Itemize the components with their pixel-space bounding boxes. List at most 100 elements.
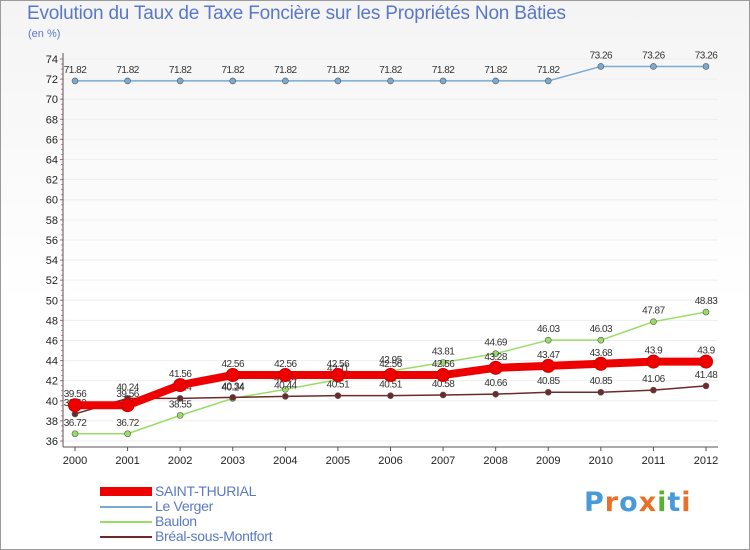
data-label-baulon: 43.81 bbox=[432, 346, 455, 357]
data-point-baulon bbox=[597, 336, 605, 344]
legend-label-baulon: Baulon bbox=[155, 513, 197, 529]
data-label-baulon: 47.87 bbox=[642, 306, 665, 317]
legend-label-breal-sous-montfort: Bréal-sous-Montfort bbox=[155, 528, 273, 544]
legend-label-saint-thurial: SAINT-THURIAL bbox=[155, 483, 257, 499]
series-le-verger: 71.82 71.82 71.82 71.82 71.82 71.82 71.82 71.82… bbox=[64, 50, 719, 85]
logo-letter: r bbox=[604, 487, 620, 518]
legend-swatch-breal-sous-montfort bbox=[100, 536, 152, 538]
data-label-saint-thurial: 39.56 bbox=[116, 389, 139, 400]
y-tick-label: 72 bbox=[46, 74, 58, 86]
legend-label-le-verger: Le Verger bbox=[155, 498, 214, 514]
x-tick-label: 2011 bbox=[642, 455, 666, 467]
data-label-saint-thurial: 43.28 bbox=[484, 352, 507, 363]
data-point-baulon bbox=[176, 412, 184, 419]
y-tick-label: 46 bbox=[46, 335, 58, 347]
data-point-saint-thurial bbox=[173, 378, 188, 393]
logo-letter: o bbox=[619, 487, 639, 518]
line-chart: 36 38 40 42 44 46 48 50 52 54 56 58 60 62 64 66 68 70 72 74… bbox=[46, 50, 719, 467]
x-tick-label: 2012 bbox=[694, 455, 718, 467]
data-point-le-verger bbox=[702, 63, 710, 70]
data-point-baulon bbox=[282, 386, 289, 393]
data-label-breal-sous-montfort: 41.06 bbox=[642, 374, 665, 385]
data-point-le-verger bbox=[229, 77, 237, 85]
data-label-breal-sous-montfort: 40.85 bbox=[590, 376, 613, 387]
data-label-le-verger: 71.82 bbox=[537, 65, 560, 76]
x-tick-label: 2005 bbox=[326, 455, 350, 467]
data-label-saint-thurial: 41.56 bbox=[169, 369, 192, 380]
data-point-le-verger bbox=[439, 77, 447, 85]
data-label-baulon: 46.03 bbox=[590, 324, 613, 335]
data-label-saint-thurial: 43.68 bbox=[590, 348, 613, 359]
data-point-breal-sous-montfort bbox=[597, 388, 605, 396]
data-label-breal-sous-montfort: 40.51 bbox=[379, 380, 402, 391]
data-point-breal-sous-montfort bbox=[492, 390, 499, 398]
y-tick-label: 44 bbox=[46, 356, 58, 368]
data-label-le-verger: 71.82 bbox=[432, 65, 455, 76]
y-tick-label: 50 bbox=[46, 295, 58, 307]
data-point-le-verger bbox=[176, 77, 184, 85]
y-tick-label: 54 bbox=[46, 255, 58, 267]
data-point-le-verger bbox=[282, 77, 289, 85]
y-tick-label: 62 bbox=[46, 175, 58, 187]
data-label-baulon: 44.69 bbox=[484, 338, 507, 349]
data-point-saint-thurial bbox=[646, 354, 661, 369]
logo-letter: i bbox=[657, 487, 668, 518]
data-label-le-verger: 71.82 bbox=[274, 65, 297, 76]
data-point-saint-thurial bbox=[593, 356, 608, 371]
y-tick-label: 58 bbox=[46, 215, 58, 227]
data-label-le-verger: 71.82 bbox=[379, 65, 402, 76]
data-label-le-verger: 73.26 bbox=[695, 50, 718, 61]
y-tick-label: 48 bbox=[46, 315, 58, 327]
data-label-baulon: 46.03 bbox=[537, 324, 560, 335]
legend-swatch-le-verger bbox=[100, 506, 152, 508]
data-label-breal-sous-montfort: 40.24 bbox=[116, 382, 139, 393]
x-tick-label: 2004 bbox=[273, 455, 297, 467]
data-label-saint-thurial: 43.9 bbox=[645, 346, 663, 357]
y-tick-label: 52 bbox=[46, 275, 58, 287]
data-point-breal-sous-montfort bbox=[387, 392, 394, 399]
data-label-le-verger: 73.26 bbox=[642, 50, 665, 61]
x-tick-label: 2003 bbox=[221, 455, 245, 467]
y-tick-label: 60 bbox=[46, 195, 58, 207]
y-tick-label: 64 bbox=[46, 155, 58, 167]
data-label-baulon: 48.83 bbox=[695, 296, 718, 307]
data-label-breal-sous-montfort: 40.85 bbox=[537, 376, 560, 387]
data-label-saint-thurial: 42.56 bbox=[379, 359, 402, 370]
y-tick-label: 38 bbox=[46, 416, 58, 428]
data-point-saint-thurial bbox=[68, 398, 82, 413]
data-point-saint-thurial bbox=[330, 368, 345, 383]
data-point-saint-thurial bbox=[120, 398, 135, 413]
data-label-saint-thurial: 43.9 bbox=[697, 346, 715, 357]
data-point-saint-thurial bbox=[225, 368, 240, 383]
x-tick-label: 2006 bbox=[378, 455, 402, 467]
data-point-breal-sous-montfort bbox=[229, 394, 237, 401]
data-label-le-verger: 71.82 bbox=[484, 65, 507, 76]
y-tick-label: 56 bbox=[46, 235, 58, 247]
x-tick-label: 2010 bbox=[589, 455, 613, 467]
data-point-saint-thurial bbox=[541, 358, 556, 373]
data-point-le-verger bbox=[597, 63, 605, 70]
data-point-breal-sous-montfort bbox=[702, 382, 710, 390]
data-point-breal-sous-montfort bbox=[439, 391, 447, 399]
data-point-baulon bbox=[124, 430, 131, 438]
data-label-saint-thurial: 42.56 bbox=[221, 359, 244, 370]
data-point-breal-sous-montfort bbox=[334, 392, 342, 399]
data-label-le-verger: 73.26 bbox=[590, 50, 613, 61]
data-label-baulon: 42.95 bbox=[379, 355, 402, 366]
y-tick-label: 66 bbox=[46, 134, 58, 146]
data-label-saint-thurial: 39.56 bbox=[64, 389, 87, 400]
logo-letter: x bbox=[638, 487, 658, 518]
y-tick-label: 74 bbox=[46, 54, 58, 66]
legend-swatch-saint-thurial bbox=[100, 487, 152, 496]
logo-letter: i bbox=[681, 487, 692, 518]
logo-letter: t bbox=[667, 487, 682, 518]
data-point-baulon bbox=[650, 318, 657, 325]
chart-title: Evolution du Taux de Taxe Foncière sur l… bbox=[27, 3, 566, 24]
data-label-saint-thurial: 42.56 bbox=[327, 359, 350, 370]
data-point-baulon bbox=[439, 359, 447, 366]
data-point-baulon bbox=[492, 350, 499, 357]
data-point-le-verger bbox=[124, 77, 131, 85]
data-point-saint-thurial bbox=[383, 368, 398, 383]
data-label-saint-thurial: 42.56 bbox=[432, 359, 455, 370]
